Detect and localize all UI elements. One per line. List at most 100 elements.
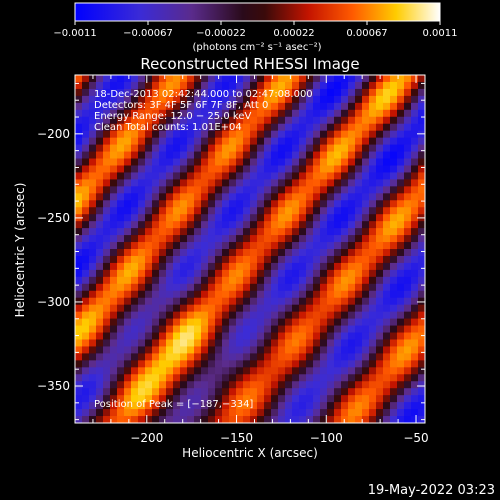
heatmap-cell xyxy=(348,290,356,299)
heatmap-cell xyxy=(222,353,230,361)
heatmap-cell xyxy=(222,395,230,403)
heatmap-cell xyxy=(418,388,425,396)
heatmap-cell xyxy=(75,116,83,125)
heatmap-cell xyxy=(145,186,153,194)
heatmap-cell xyxy=(369,228,377,236)
colorbar-ticks: −0.0011 −0.00067 −0.00022 0.00022 0.00067 0.0… xyxy=(53,21,458,39)
heatmap-cell xyxy=(243,130,251,139)
heatmap-cell xyxy=(257,193,265,201)
heatmap-cell xyxy=(306,374,314,382)
heatmap-cell xyxy=(173,158,181,167)
heatmap-cell xyxy=(138,416,146,423)
heatmap-cell xyxy=(411,269,419,278)
heatmap-cell xyxy=(264,228,272,236)
heatmap-cell xyxy=(411,304,419,313)
heatmap-cell xyxy=(124,290,132,299)
heatmap-cell xyxy=(75,269,83,278)
heatmap-cell xyxy=(117,179,125,187)
heatmap-cell xyxy=(250,395,258,403)
heatmap-cell xyxy=(236,179,244,187)
heatmap-cell xyxy=(152,353,160,361)
heatmap-cell xyxy=(313,207,321,215)
heatmap-cell xyxy=(159,214,167,222)
heatmap-cell xyxy=(110,165,118,174)
heatmap-cell xyxy=(334,388,342,396)
heatmap-cell xyxy=(355,311,363,320)
heatmap-cell xyxy=(145,409,153,417)
heatmap-cell xyxy=(390,109,398,118)
heatmap-cell xyxy=(96,353,104,361)
heatmap-cell xyxy=(313,353,321,361)
heatmap-cell xyxy=(229,193,237,201)
heatmap-cell xyxy=(313,200,321,208)
heatmap-cell xyxy=(201,179,209,187)
heatmap-cell xyxy=(320,214,328,222)
heatmap-cell xyxy=(124,137,132,146)
heatmap-cell xyxy=(201,311,209,320)
heatmap-cell xyxy=(376,262,384,271)
heatmap-cell xyxy=(334,325,342,334)
heatmap-cell xyxy=(103,228,111,236)
heatmap-cell xyxy=(180,235,188,243)
heatmap-cell xyxy=(404,346,412,354)
heatmap-cell xyxy=(180,116,188,125)
heatmap-cell xyxy=(138,360,146,368)
heatmap-cell xyxy=(75,388,83,396)
heatmap-cell xyxy=(173,179,181,187)
heatmap-cell xyxy=(75,353,83,361)
heatmap-cell xyxy=(285,186,293,194)
heatmap-cell xyxy=(215,172,223,180)
heatmap-cell xyxy=(110,318,118,327)
heatmap-cell xyxy=(124,214,132,222)
heatmap-cell xyxy=(250,221,258,229)
heatmap-cell xyxy=(152,109,160,118)
heatmap-cell xyxy=(397,311,405,320)
heatmap-cell xyxy=(194,304,202,313)
heatmap-cell xyxy=(208,200,216,208)
heatmap-cell xyxy=(194,207,202,215)
heatmap-cell xyxy=(299,88,307,97)
heatmap-cell xyxy=(124,95,132,104)
heatmap-cell xyxy=(292,123,300,132)
heatmap-cell xyxy=(201,95,209,104)
heatmap-cell xyxy=(278,304,286,313)
heatmap-cell xyxy=(103,151,111,160)
heatmap-cell xyxy=(411,353,419,361)
heatmap-cell xyxy=(180,276,188,285)
heatmap-cell xyxy=(278,186,286,194)
heatmap-cell xyxy=(320,304,328,313)
heatmap-cell xyxy=(250,81,258,90)
heatmap-cell xyxy=(264,130,272,139)
heatmap-cell xyxy=(411,381,419,389)
heatmap-cell xyxy=(138,249,146,257)
heatmap-cell xyxy=(159,367,167,375)
heatmap-cell xyxy=(215,179,223,187)
heatmap-cell xyxy=(418,325,425,334)
heatmap-cell xyxy=(292,402,300,410)
heatmap-cell xyxy=(124,409,132,417)
heatmap-cell xyxy=(362,367,370,375)
heatmap-cell xyxy=(82,193,90,201)
heatmap-cell xyxy=(110,228,118,236)
heatmap-cell xyxy=(411,214,419,222)
heatmap-cell xyxy=(208,95,216,104)
heatmap-cell xyxy=(257,402,265,410)
heatmap-cell xyxy=(292,339,300,348)
heatmap-cell xyxy=(264,235,272,243)
heatmap-cell xyxy=(110,262,118,271)
heatmap-cell xyxy=(376,116,384,125)
heatmap-cell xyxy=(264,200,272,208)
heatmap-cell xyxy=(152,255,160,264)
heatmap-cell xyxy=(383,109,391,118)
heatmap-cell xyxy=(124,75,132,83)
heatmap-cell xyxy=(411,151,419,160)
heatmap-cell xyxy=(131,304,139,313)
heatmap-cell xyxy=(201,262,209,271)
heatmap-cell xyxy=(257,388,265,396)
heatmap-cell xyxy=(369,95,377,104)
heatmap-cell xyxy=(187,221,195,229)
heatmap-cell xyxy=(89,255,97,264)
heatmap-cell xyxy=(173,144,181,153)
heatmap-cell xyxy=(103,395,111,403)
heatmap-cell xyxy=(264,255,272,264)
